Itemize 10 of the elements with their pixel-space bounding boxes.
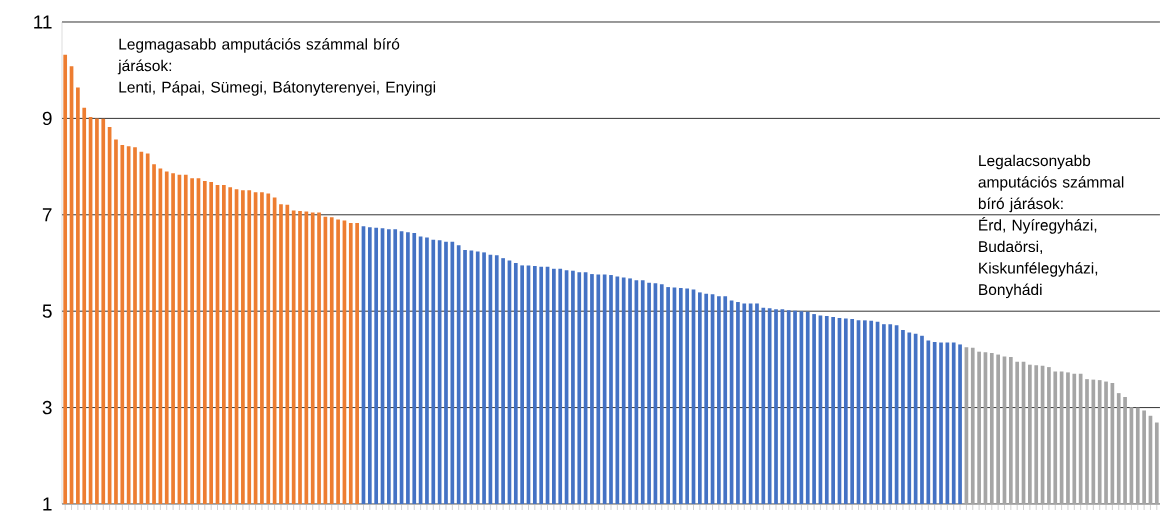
- annotation: Lenti, Pápai, Sümegi, Bátonyterenyei, Enyingi: [119, 81, 436, 96]
- y-tick-label: 11: [34, 15, 52, 29]
- y-tick-label: 3: [42, 400, 52, 415]
- y-tick-label: 5: [42, 304, 52, 318]
- y-tick-label: 7: [42, 208, 52, 222]
- y-tick-label: 1: [43, 497, 52, 511]
- annotation: Legalacsonyabb amputációs számmal bíró járások:: [978, 154, 1124, 213]
- annotation: Érd, Nyíregyházi, Budaörsi, Kiskunfélegyházi, Bonyhádi: [979, 217, 1098, 299]
- y-tick-label: 9: [42, 111, 52, 126]
- annotation: Legmagasabb amputációs számmal bíró járások:: [117, 38, 400, 75]
